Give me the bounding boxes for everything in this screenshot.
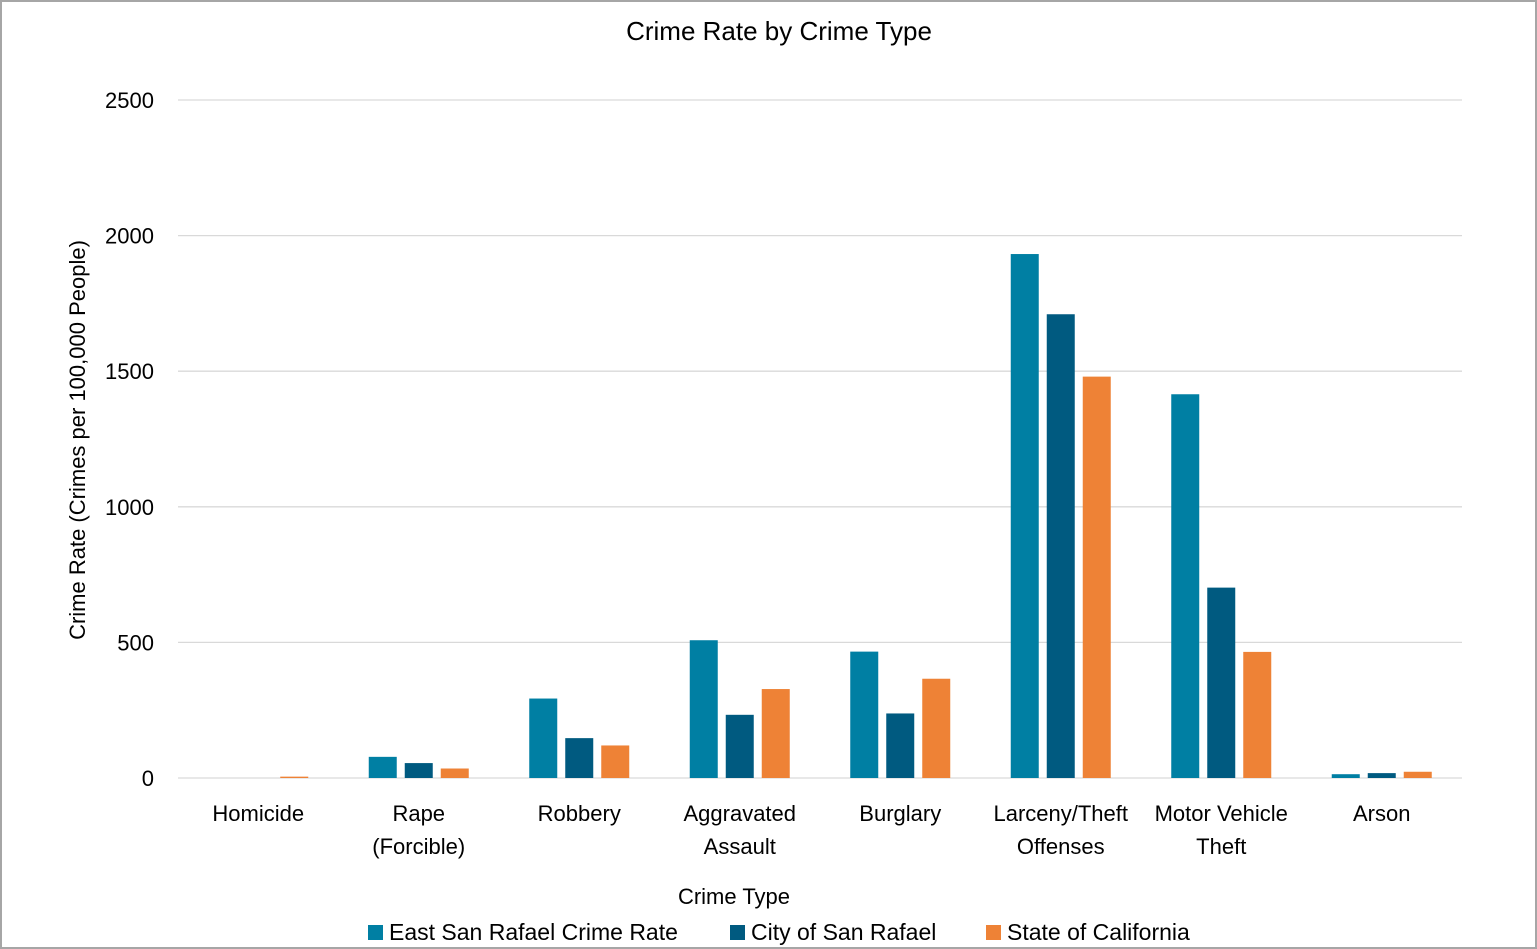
bar-1-1 bbox=[404, 763, 433, 778]
bar-2-0 bbox=[280, 776, 309, 778]
legend: East San Rafael Crime Rate City of San Ra… bbox=[368, 919, 1190, 945]
bar-0-3 bbox=[689, 640, 718, 778]
x-tick-label: (Forcible) bbox=[372, 834, 465, 859]
bar-2-2 bbox=[601, 745, 630, 778]
bar-2-5 bbox=[1082, 376, 1111, 778]
bar-2-6 bbox=[1243, 651, 1272, 778]
bar-0-7 bbox=[1331, 774, 1360, 778]
legend-label: City of San Rafael bbox=[751, 919, 936, 945]
x-tick-label: Arson bbox=[1353, 801, 1410, 826]
x-tick-label: Motor Vehicle bbox=[1155, 801, 1288, 826]
legend-swatch bbox=[986, 925, 1001, 940]
bar-1-4 bbox=[886, 713, 915, 778]
bar-0-4 bbox=[850, 651, 879, 778]
y-axis-title: Crime Rate (Crimes per 100,000 People) bbox=[65, 240, 90, 640]
y-tick-label: 2500 bbox=[105, 88, 154, 113]
legend-label: East San Rafael Crime Rate bbox=[389, 919, 678, 945]
bar-1-6 bbox=[1207, 587, 1236, 778]
bar-2-1 bbox=[440, 768, 469, 778]
x-tick-label: Larceny/Theft bbox=[993, 801, 1128, 826]
y-tick-label: 500 bbox=[117, 630, 154, 655]
x-tick-label: Robbery bbox=[538, 801, 621, 826]
y-tick-label: 0 bbox=[142, 766, 154, 791]
y-tick-label: 1000 bbox=[105, 495, 154, 520]
y-axis-ticks: 0 500 1000 1500 2000 2500 bbox=[105, 88, 154, 791]
bar-2-3 bbox=[761, 689, 790, 778]
bar-0-5 bbox=[1010, 254, 1039, 778]
x-tick-label: Theft bbox=[1196, 834, 1246, 859]
bar-0-1 bbox=[368, 756, 397, 778]
chart-title: Crime Rate by Crime Type bbox=[626, 16, 932, 46]
y-tick-label: 1500 bbox=[105, 359, 154, 384]
bar-0-2 bbox=[529, 698, 558, 778]
y-tick-label: 2000 bbox=[105, 224, 154, 249]
bar-2-4 bbox=[922, 678, 951, 778]
bars bbox=[280, 254, 1432, 778]
x-tick-label: Offenses bbox=[1017, 834, 1105, 859]
x-axis-title: Crime Type bbox=[678, 884, 790, 909]
legend-item: East San Rafael Crime Rate bbox=[368, 919, 678, 945]
bar-1-5 bbox=[1046, 314, 1075, 778]
x-tick-label: Rape bbox=[392, 801, 445, 826]
bar-1-7 bbox=[1367, 773, 1396, 778]
x-tick-label: Assault bbox=[704, 834, 776, 859]
bar-0-6 bbox=[1171, 394, 1200, 778]
legend-swatch bbox=[368, 925, 383, 940]
bar-1-3 bbox=[725, 714, 754, 778]
bar-2-7 bbox=[1403, 771, 1432, 778]
x-tick-label: Aggravated bbox=[683, 801, 796, 826]
legend-item: City of San Rafael bbox=[730, 919, 936, 945]
legend-label: State of California bbox=[1007, 919, 1190, 945]
x-tick-label: Burglary bbox=[859, 801, 941, 826]
x-axis-ticks: Homicide Rape (Forcible) Robbery Aggravated A… bbox=[212, 801, 1410, 859]
legend-swatch bbox=[730, 925, 745, 940]
bar-1-2 bbox=[565, 738, 594, 778]
legend-item: State of California bbox=[986, 919, 1190, 945]
x-tick-label: Homicide bbox=[212, 801, 304, 826]
